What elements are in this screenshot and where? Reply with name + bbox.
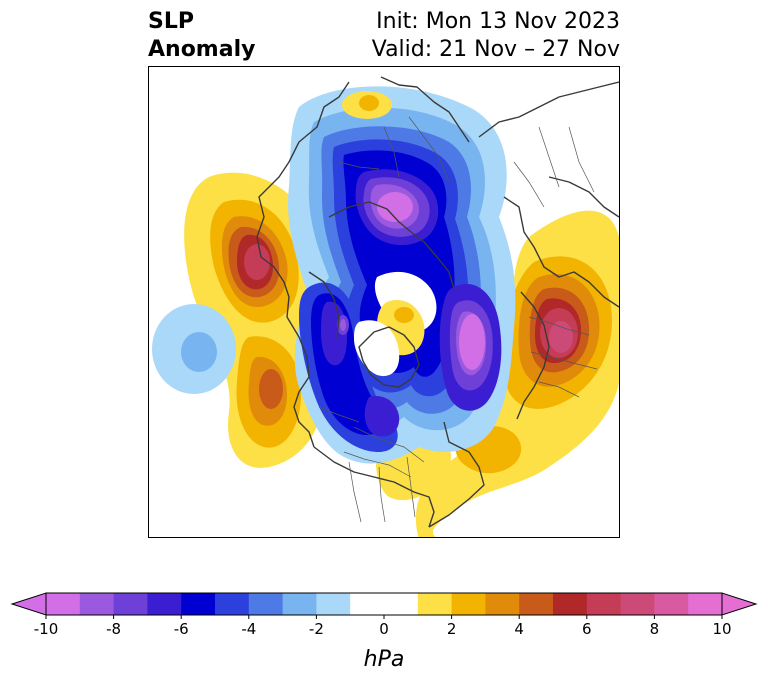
colorbar-segment xyxy=(688,593,723,615)
colorbar-segment xyxy=(113,593,148,615)
negative-anomaly-arctic xyxy=(288,86,516,464)
colorbar-segment xyxy=(181,593,216,615)
colorbar-extend-min xyxy=(10,592,47,616)
borders xyxy=(318,116,598,523)
init-date: Init: Mon 13 Nov 2023 xyxy=(376,9,620,34)
colorbar-extend-max xyxy=(721,592,758,616)
colorbar-segment xyxy=(147,593,182,615)
anomaly-map xyxy=(149,67,619,537)
colorbar-tick-label: -10 xyxy=(33,620,59,638)
colorbar-graphic xyxy=(10,592,758,619)
positive-anomaly-pacific xyxy=(184,172,326,468)
colorbar-tick-label: 6 xyxy=(582,620,592,638)
colorbar-segment xyxy=(282,593,317,615)
positive-anomaly-atlantic xyxy=(375,210,619,537)
colorbar-tick-label: 0 xyxy=(379,620,389,638)
colorbar-segment xyxy=(417,593,453,615)
colorbar-segment xyxy=(384,593,419,615)
colorbar-tick-label: -2 xyxy=(308,620,324,638)
map-title: SLP Anomaly xyxy=(148,8,255,64)
colorbar-segment xyxy=(451,593,486,615)
colorbar-segment xyxy=(485,593,520,615)
colorbar-tick-label: 8 xyxy=(649,620,660,638)
colorbar-tick-label: 4 xyxy=(514,620,524,638)
neutral-anomaly-zones xyxy=(342,91,437,377)
colorbar-segment xyxy=(46,593,81,615)
colorbar-segment xyxy=(215,593,250,615)
colorbar-segment xyxy=(654,593,689,615)
colorbar-segment xyxy=(316,593,351,615)
map-panel xyxy=(148,66,620,538)
colorbar-tick-label: -8 xyxy=(106,620,122,638)
title-line-variable: SLP xyxy=(148,9,194,34)
colorbar-tick-label: 10 xyxy=(712,620,732,638)
colorbar-tick-label: -6 xyxy=(173,620,189,638)
colorbar-segment xyxy=(620,593,655,615)
colorbar-unit-label: hPa xyxy=(363,647,405,672)
colorbar-tick-label: 2 xyxy=(446,620,457,638)
title-line-anomaly: Anomaly xyxy=(148,37,256,62)
colorbar-segment xyxy=(586,593,622,615)
colorbar-segment xyxy=(248,593,284,615)
colorbar-segment xyxy=(553,593,588,615)
coastlines xyxy=(256,76,619,528)
colorbar-segment xyxy=(519,593,554,615)
colorbar-segment xyxy=(350,593,385,615)
colorbar: -10 -8 -6 -4 -2 0 2 4 6 8 10 hPa xyxy=(0,585,768,680)
valid-range: Valid: 21 Nov – 27 Nov xyxy=(371,37,620,62)
colorbar-segment xyxy=(79,593,115,615)
map-dates: Init: Mon 13 Nov 2023 Valid: 21 Nov – 27… xyxy=(372,8,620,64)
colorbar-tick-label: -4 xyxy=(241,620,257,638)
negative-anomaly-pacific xyxy=(152,304,236,394)
